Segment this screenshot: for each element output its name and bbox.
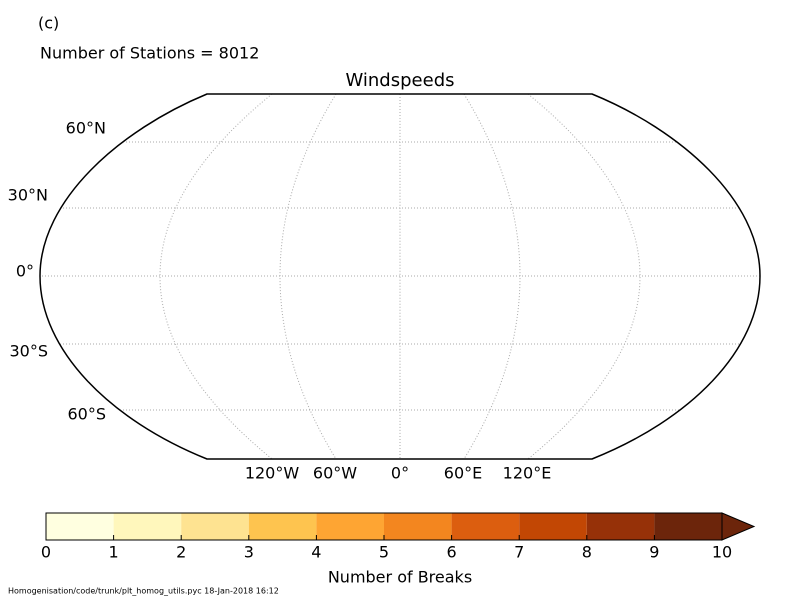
- colorbar-tick-label: 10: [712, 543, 732, 562]
- lon-label: 120°E: [503, 464, 552, 483]
- colorbar-tick-label: 6: [447, 543, 457, 562]
- colorbar-bin: [248, 513, 317, 540]
- lon-label: 120°W: [245, 464, 300, 483]
- colorbar-tick-label: 9: [649, 543, 659, 562]
- lat-label: 30°S: [9, 342, 48, 361]
- meridian: [279, 94, 337, 459]
- lat-label: 30°N: [8, 186, 48, 205]
- lon-label: 60°E: [444, 464, 482, 483]
- colorbar-tick-label: 3: [244, 543, 254, 562]
- meridian: [159, 94, 273, 459]
- colorbar-bin: [113, 513, 182, 540]
- map-outline: [39, 93, 761, 460]
- colorbar-tick-label: 7: [514, 543, 524, 562]
- colorbar-tick-label: 1: [109, 543, 119, 562]
- subtitle: Number of Stations = 8012: [40, 44, 259, 63]
- meridian: [463, 94, 521, 459]
- colorbar-bin: [451, 513, 520, 540]
- graticule: [40, 94, 760, 459]
- colorbar-tick-label: 8: [582, 543, 592, 562]
- map-title: Windspeeds: [346, 70, 455, 91]
- lon-label: 0°: [391, 464, 409, 483]
- lon-label: 60°W: [313, 464, 357, 483]
- colorbar-tick-label: 5: [379, 543, 389, 562]
- colorbar-tick-label: 2: [176, 543, 186, 562]
- colorbar-bin: [316, 513, 384, 540]
- colorbar-bin: [46, 513, 114, 540]
- meridian: [527, 94, 641, 459]
- colorbar-bin: [654, 513, 722, 540]
- colorbar-label: Number of Breaks: [328, 568, 472, 587]
- colorbar-tick-label: 0: [41, 543, 51, 562]
- colorbar-bin: [181, 513, 249, 540]
- lat-label: 60°S: [67, 405, 106, 424]
- colorbar-bin: [519, 513, 587, 540]
- colorbar-tick-label: 4: [311, 543, 321, 562]
- lat-label: 60°N: [66, 119, 106, 138]
- colorbar-bin: [384, 513, 452, 540]
- colorbar-bin: [586, 513, 655, 540]
- panel-label: (c): [38, 14, 59, 33]
- lat-label: 0°: [16, 262, 34, 281]
- footer: Homogenisation/code/trunk/plt_homog_util…: [8, 587, 279, 596]
- colorbar-extend: [721, 512, 756, 541]
